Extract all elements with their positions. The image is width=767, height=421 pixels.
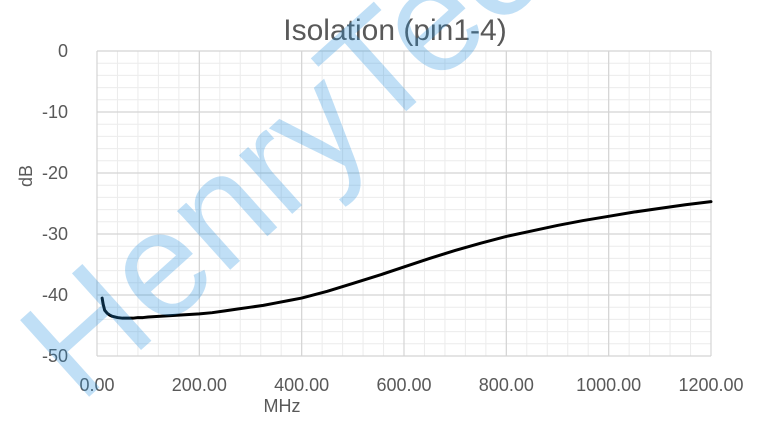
x-tick-label: 400.00 [274, 375, 329, 395]
series-line [100, 200, 713, 320]
x-tick-label: 1000.00 [576, 375, 641, 395]
y-axis-label: dB [16, 165, 36, 187]
y-tick-label: -10 [42, 102, 68, 122]
x-axis-label: MHz [264, 396, 301, 416]
y-tick-label: -20 [42, 163, 68, 183]
y-tick-label: -50 [42, 346, 68, 366]
x-tick-label: 800.00 [479, 375, 534, 395]
y-tick-label: 0 [58, 41, 68, 61]
y-tick-label: -40 [42, 285, 68, 305]
major-gridlines [96, 50, 712, 357]
series-group [100, 200, 713, 320]
x-tick-label: 1200.00 [678, 375, 743, 395]
x-axis-ticks: 0.00 200.00 400.00 600.00 800.00 1000.00 1200.… [79, 375, 743, 395]
x-tick-label: 600.00 [376, 375, 431, 395]
chart-title: Isolation (pin1-4) [283, 14, 506, 47]
y-tick-label: -30 [42, 224, 68, 244]
x-tick-label: 0.00 [79, 375, 114, 395]
y-axis-ticks: 0 -10 -20 -30 -40 -50 [42, 41, 68, 366]
x-tick-label: 200.00 [172, 375, 227, 395]
